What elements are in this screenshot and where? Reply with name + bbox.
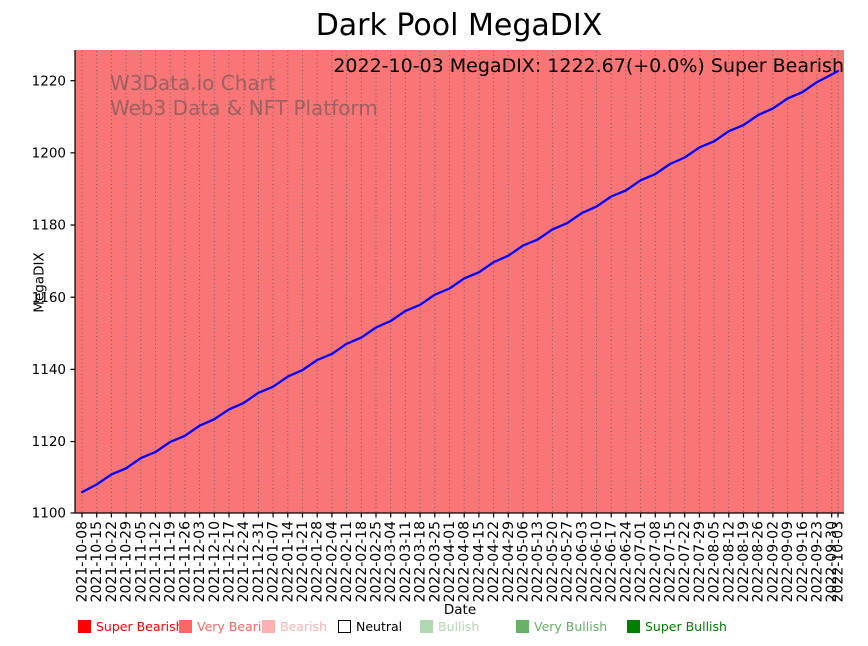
x-tick-label: 2021-12-03 (192, 521, 208, 602)
x-tick-label: 2022-02-25 (369, 521, 385, 602)
x-tick-label: 2022-07-29 (692, 521, 708, 602)
x-tick-label: 2022-06-24 (618, 521, 634, 602)
legend-label: Very Bearish (197, 619, 276, 634)
x-tick-label: 2021-11-19 (163, 521, 179, 602)
legend-label: Bearish (280, 619, 327, 634)
legend-item-bullish: Bullish (420, 619, 479, 634)
x-tick-label: 2021-10-08 (75, 521, 91, 602)
x-tick-label: 2021-11-26 (177, 521, 193, 602)
x-tick-label: 2022-04-29 (501, 521, 517, 602)
legend-item-very-bullish: Very Bullish (516, 619, 607, 634)
x-tick-label: 2021-10-29 (119, 521, 135, 602)
y-tick-label: 1100 (32, 506, 66, 522)
legend-swatch-icon (179, 620, 192, 633)
x-tick-label: 2022-08-26 (751, 521, 767, 602)
x-tick-label: 2021-12-10 (207, 521, 223, 602)
x-tick-label: 2022-01-28 (310, 521, 326, 602)
chart-title: Dark Pool MegaDIX (315, 8, 603, 43)
y-axis-label: MegaDIX (31, 252, 48, 313)
legend-swatch-icon (78, 620, 91, 633)
legend-label: Neutral (356, 619, 403, 634)
x-axis-label: Date (443, 602, 477, 618)
x-tick-label: 2022-06-10 (589, 521, 605, 602)
x-tick-label: 2022-08-05 (707, 521, 723, 602)
y-tick-label: 1160 (32, 290, 66, 306)
last-value-annotation: 2022-10-03 MegaDIX: 1222.67(+0.0%) Super… (333, 55, 844, 77)
x-tick-label: 2022-09-23 (810, 521, 826, 602)
x-tick-label: 2021-10-15 (89, 521, 105, 602)
x-tick-label: 2022-09-09 (780, 521, 796, 602)
x-tick-label: 2021-12-24 (236, 521, 252, 602)
x-tick-label: 2022-02-11 (339, 521, 355, 602)
y-tick-label: 1120 (32, 434, 66, 450)
legend-item-bearish: Bearish (262, 619, 327, 634)
x-tick-label: 2022-04-01 (442, 521, 458, 602)
x-tick-label: 2022-03-11 (398, 521, 414, 602)
x-tick-label: 2021-12-31 (251, 521, 267, 602)
legend-swatch-icon (420, 620, 433, 633)
legend-item-neutral: Neutral (338, 619, 402, 634)
x-tick-label: 2022-03-04 (383, 521, 399, 602)
legend-swatch-icon (627, 620, 640, 633)
x-tick-label: 2021-11-12 (148, 521, 164, 602)
x-tick-label: 2022-07-08 (648, 521, 664, 602)
x-tick-label: 2022-01-21 (295, 521, 311, 602)
x-tick-label: 2021-12-17 (222, 521, 238, 602)
x-tick-label: 2022-08-19 (736, 521, 752, 602)
legend-item-very-bearish: Very Bearish (179, 619, 276, 634)
x-tick-label: 2022-10-03 (831, 521, 847, 602)
legend: Super Bearish Very Bearish Bearish Neutral B… (0, 617, 868, 643)
legend-swatch-icon (262, 620, 275, 633)
x-tick-label: 2022-07-15 (663, 521, 679, 602)
y-tick-label: 1140 (32, 362, 66, 378)
x-tick-label: 2022-02-18 (354, 521, 370, 602)
x-tick-label: 2022-04-22 (486, 521, 502, 602)
legend-swatch-icon (516, 620, 529, 633)
x-tick-label: 2022-02-04 (324, 521, 340, 602)
legend-item-super-bearish: Super Bearish (78, 619, 184, 634)
megadix-series-line (80, 69, 840, 494)
x-tick-label: 2022-06-17 (604, 521, 620, 602)
x-tick-label: 2022-07-01 (633, 521, 649, 602)
x-tick-label: 2022-05-20 (545, 521, 561, 602)
x-tick-label: 2022-06-03 (574, 521, 590, 602)
x-tick-label: 2022-01-07 (266, 521, 282, 602)
x-tick-label: 2022-09-16 (795, 521, 811, 602)
x-tick-label: 2022-03-18 (413, 521, 429, 602)
x-tick-label: 2021-11-05 (133, 521, 149, 602)
x-tick-label: 2022-04-15 (471, 521, 487, 602)
y-tick-label: 1180 (32, 218, 66, 234)
y-tick-label: 1220 (32, 73, 66, 89)
x-tick-label: 2022-09-02 (765, 521, 781, 602)
watermark-line-2: Web3 Data & NFT Platform (110, 96, 378, 120)
x-tick-label: 2022-05-13 (530, 521, 546, 602)
x-tick-label: 2022-05-27 (560, 521, 576, 602)
x-tick-label: 2022-08-12 (721, 521, 737, 602)
x-tick-label: 2022-07-22 (677, 521, 693, 602)
x-tick-label: 2022-01-14 (280, 521, 296, 602)
x-tick-label: 2022-04-08 (457, 521, 473, 602)
x-tick-label: 2022-09-30 (824, 521, 840, 602)
y-tick-label: 1200 (32, 146, 66, 162)
watermark-line-1: W3Data.io Chart (110, 71, 276, 95)
legend-label: Bullish (438, 619, 480, 634)
x-tick-label: 2021-10-22 (104, 521, 120, 602)
x-tick-label: 2022-05-06 (516, 521, 532, 602)
legend-item-super-bullish: Super Bullish (627, 619, 727, 634)
legend-label: Very Bullish (534, 619, 608, 634)
legend-label: Super Bearish (96, 619, 184, 634)
x-tick-label: 2022-03-25 (427, 521, 443, 602)
legend-swatch-icon (338, 620, 351, 633)
legend-label: Super Bullish (645, 619, 727, 634)
